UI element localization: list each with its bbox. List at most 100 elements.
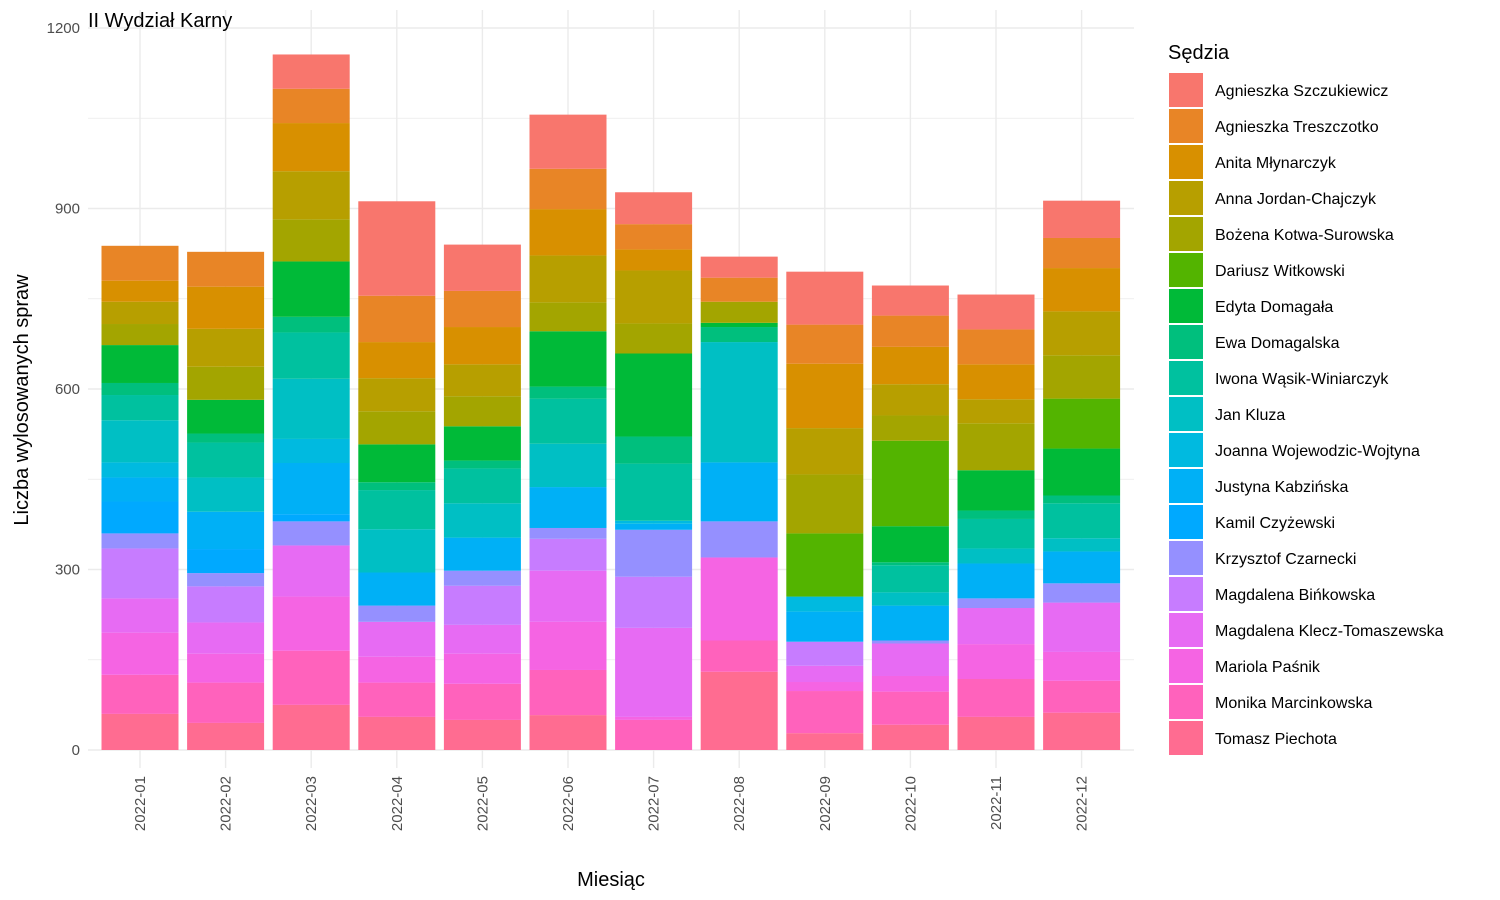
bar-segment	[615, 270, 693, 324]
legend-item: Mariola Paśnik	[1169, 649, 1321, 683]
bar-stack-2022-09	[786, 271, 864, 750]
bar-segment	[700, 342, 778, 463]
legend-label: Dariusz Witkowski	[1215, 263, 1345, 280]
bar-segment	[529, 302, 607, 332]
x-tick-label: 2022-09	[817, 776, 834, 831]
bar-stack-2022-12	[1043, 200, 1121, 750]
bar-stack-2022-08	[700, 256, 778, 750]
bar-segment	[101, 462, 179, 478]
bar-segment	[1043, 680, 1121, 713]
legend-swatch	[1169, 361, 1203, 395]
bar-segment	[1043, 602, 1121, 652]
bar-segment	[272, 378, 350, 439]
legend-swatch	[1169, 397, 1203, 431]
bar-stack-2022-03	[272, 54, 350, 750]
bar-segment	[101, 245, 179, 281]
bar-segment	[272, 545, 350, 597]
legend-label: Tomasz Piechota	[1215, 731, 1337, 748]
bar-segment	[187, 399, 265, 434]
bar-segment	[272, 521, 350, 546]
bar-segment	[443, 683, 521, 720]
bar-segment	[786, 665, 864, 683]
bar-segment	[187, 622, 265, 654]
bar-segment	[272, 704, 350, 750]
legend-swatch	[1169, 649, 1203, 683]
bar-segment	[358, 482, 436, 491]
bar-stack-group	[101, 54, 1121, 750]
bar-segment	[101, 395, 179, 421]
bar-segment	[700, 301, 778, 323]
bar-segment	[358, 605, 436, 622]
bar-segment	[786, 682, 864, 692]
bar-segment	[871, 565, 949, 593]
bar-segment	[272, 596, 350, 651]
bar-segment	[615, 576, 693, 628]
bar-segment	[957, 329, 1035, 365]
bar-segment	[187, 722, 265, 750]
bar-segment	[615, 520, 693, 524]
bar-segment	[1043, 712, 1121, 750]
bar-segment	[272, 438, 350, 464]
bar-segment	[101, 598, 179, 633]
bar-segment	[957, 364, 1035, 400]
bar-segment	[871, 640, 949, 644]
legend-label: Edyta Domagała	[1215, 299, 1333, 316]
bar-segment	[529, 538, 607, 571]
bar-segment	[615, 224, 693, 250]
bar-segment	[871, 643, 949, 676]
x-tick-label: 2022-01	[132, 776, 149, 831]
bar-segment	[529, 669, 607, 716]
legend-item: Bożena Kotwa-Surowska	[1169, 217, 1394, 251]
x-tick-label: 2022-11	[988, 776, 1005, 830]
bar-segment	[1043, 355, 1121, 399]
bar-segment	[529, 114, 607, 169]
x-axis-title: Miesiąc	[577, 869, 645, 891]
legend: Sędzia Agnieszka Szczukiewicz Agnieszka T…	[1168, 42, 1444, 755]
legend-label: Magdalena Klecz-Tomaszewska	[1215, 623, 1444, 640]
bar-segment	[1043, 268, 1121, 312]
bar-segment	[615, 523, 693, 530]
bar-segment	[272, 54, 350, 89]
bar-segment	[786, 691, 864, 734]
legend-swatch	[1169, 109, 1203, 143]
y-tick-label: 600	[55, 381, 80, 398]
legend-label: Anna Jordan-Chajczyk	[1215, 191, 1377, 208]
bar-segment	[529, 621, 607, 670]
bar-segment	[101, 548, 179, 599]
bar-segment	[358, 682, 436, 717]
bar-segment	[615, 249, 693, 271]
y-tick-label: 300	[55, 562, 80, 579]
bar-segment	[358, 529, 436, 573]
bar-segment	[529, 168, 607, 210]
x-axis-ticks: 2022-01 2022-02 2022-03 2022-04 2022-05 2022-…	[132, 776, 1091, 831]
bar-segment	[443, 719, 521, 750]
bar-segment	[101, 280, 179, 302]
bar-segment	[1043, 237, 1121, 269]
bar-segment	[700, 277, 778, 302]
bar-segment	[272, 463, 350, 515]
legend-item: Ewa Domagalska	[1169, 325, 1340, 359]
legend-item: Monika Marcinkowska	[1169, 685, 1372, 719]
bar-segment	[615, 529, 693, 577]
bar-segment	[101, 713, 179, 750]
chart-title: II Wydział Karny	[88, 10, 232, 32]
bar-segment	[957, 548, 1035, 564]
bar-segment	[871, 526, 949, 563]
bar-segment	[615, 716, 693, 720]
bar-segment	[187, 549, 265, 574]
legend-swatch	[1169, 73, 1203, 107]
bar-segment	[101, 382, 179, 396]
bar-segment	[786, 363, 864, 429]
bar-segment	[1043, 538, 1121, 552]
bar-segment	[187, 328, 265, 367]
bar-segment	[871, 384, 949, 416]
bar-segment	[957, 679, 1035, 717]
bar-segment	[187, 586, 265, 623]
bar-segment	[615, 323, 693, 354]
bar-segment	[101, 501, 179, 534]
bar-segment	[101, 674, 179, 714]
bar-segment	[615, 353, 693, 437]
bar-segment	[358, 444, 436, 483]
bar-segment	[358, 490, 436, 530]
bar-segment	[272, 123, 350, 172]
